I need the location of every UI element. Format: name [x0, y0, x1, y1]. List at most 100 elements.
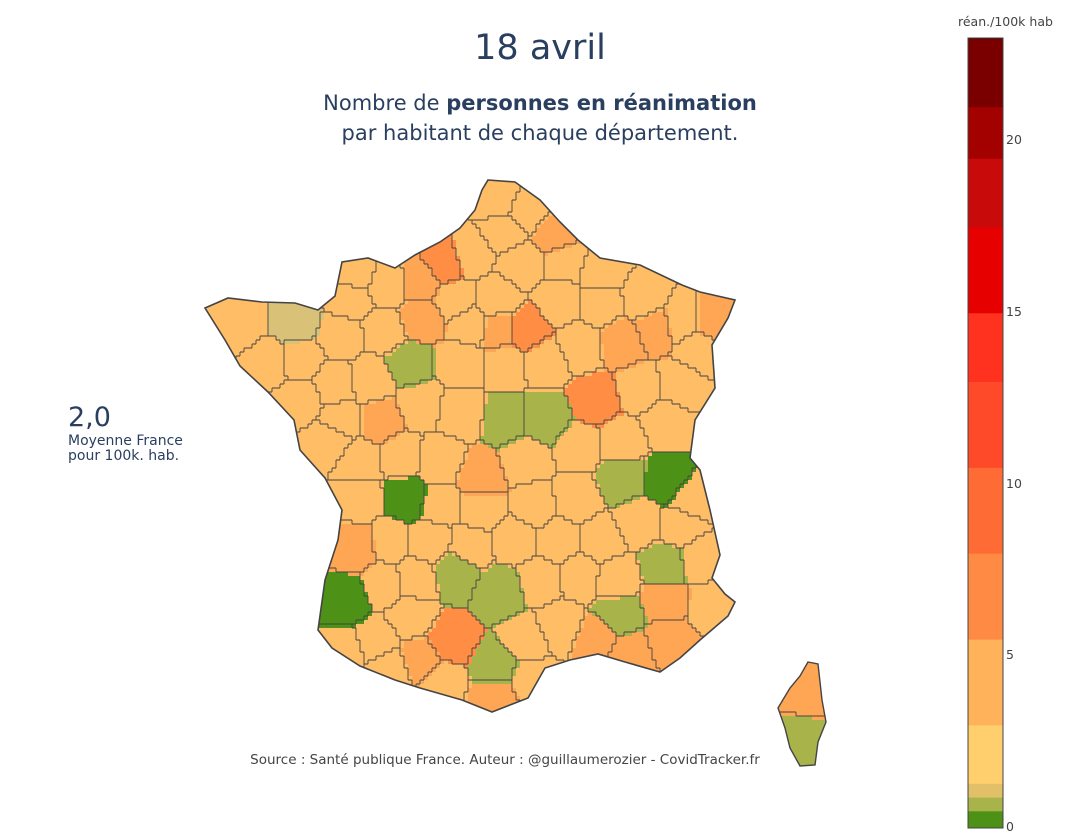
department-cell — [272, 216, 277, 221]
department-cell — [240, 240, 245, 245]
department-cell — [508, 316, 513, 321]
department-cell — [404, 292, 409, 297]
department-cell — [448, 208, 453, 213]
department-cell — [664, 216, 669, 221]
department-cell — [556, 280, 561, 285]
department-cell — [412, 244, 417, 249]
department-cell — [552, 228, 557, 233]
department-cell — [236, 196, 241, 201]
department-cell — [568, 180, 573, 185]
department-cell — [688, 204, 693, 209]
department-cell — [276, 212, 281, 217]
department-cell — [520, 264, 525, 269]
department-cell — [400, 288, 405, 293]
department-cell — [228, 188, 233, 193]
department-cell — [728, 264, 733, 269]
department-cell — [456, 280, 461, 285]
department-cell — [548, 212, 553, 217]
department-cell — [524, 272, 529, 277]
department-cell — [220, 220, 225, 225]
department-cell — [448, 288, 453, 293]
department-cell — [560, 184, 565, 189]
department-cell — [376, 320, 381, 325]
department-cell — [316, 180, 321, 181]
department-cell — [548, 276, 553, 281]
department-cell — [244, 192, 249, 197]
department-cell — [648, 272, 653, 277]
department-cell — [680, 244, 685, 249]
department-cell — [448, 280, 453, 285]
department-cell — [644, 312, 649, 317]
department-cell — [280, 208, 285, 213]
department-cell — [256, 284, 261, 289]
department-cell — [460, 276, 465, 281]
department-cell — [280, 308, 285, 313]
department-cell — [212, 228, 217, 233]
department-cell — [200, 228, 205, 233]
department-cell — [516, 256, 521, 261]
department-cell — [384, 224, 389, 229]
department-cell — [320, 280, 325, 285]
department-cell — [376, 268, 381, 273]
department-cell — [508, 184, 513, 189]
department-cell — [720, 272, 725, 277]
department-cell — [724, 248, 729, 253]
department-cell — [472, 240, 477, 245]
department-cell — [632, 188, 637, 193]
department-cell — [568, 272, 573, 277]
department-cell — [632, 240, 637, 245]
department-cell — [340, 220, 345, 225]
department-cell — [388, 308, 393, 313]
department-cell — [436, 244, 441, 249]
department-cell — [668, 284, 673, 289]
department-cell — [716, 300, 721, 305]
department-cell — [704, 280, 709, 285]
department-cell — [244, 252, 249, 257]
department-cell — [452, 184, 457, 189]
department-cell — [620, 320, 625, 325]
department-cell — [644, 276, 649, 281]
department-cell — [364, 308, 369, 313]
department-cell — [688, 196, 693, 201]
department-cell — [248, 236, 253, 241]
department-cell — [664, 308, 669, 313]
department-cell — [380, 192, 385, 197]
department-cell — [456, 244, 461, 249]
department-cell — [268, 236, 273, 241]
department-cell — [205, 260, 209, 265]
department-cell — [280, 180, 285, 181]
department-cell — [708, 268, 713, 273]
department-cell — [644, 220, 649, 225]
department-cell — [205, 300, 209, 305]
department-cell — [392, 216, 397, 221]
department-cell — [316, 236, 321, 241]
department-cell — [336, 312, 341, 317]
department-cell — [624, 180, 629, 181]
department-cell — [540, 284, 545, 289]
department-cell — [280, 212, 285, 217]
department-cell — [636, 180, 641, 185]
department-cell — [452, 260, 457, 265]
department-cell — [632, 280, 637, 285]
department-cell — [420, 264, 425, 269]
department-cell — [468, 316, 473, 321]
department-cell — [248, 220, 253, 225]
department-cell — [240, 268, 245, 273]
department-cell — [236, 200, 241, 205]
department-cell — [536, 272, 541, 277]
department-cell — [220, 224, 225, 229]
department-cell — [436, 264, 441, 269]
department-cell — [528, 280, 533, 285]
department-cell — [440, 264, 445, 269]
department-cell — [680, 272, 685, 277]
department-cell — [352, 180, 357, 181]
department-cell — [328, 312, 333, 317]
department-cell — [396, 188, 401, 193]
department-cell — [568, 212, 573, 217]
department-cell — [432, 312, 437, 317]
department-cell — [668, 272, 673, 277]
department-cell — [392, 296, 397, 301]
department-cell — [436, 272, 441, 277]
department-cell — [212, 276, 217, 281]
department-cell — [576, 220, 581, 225]
